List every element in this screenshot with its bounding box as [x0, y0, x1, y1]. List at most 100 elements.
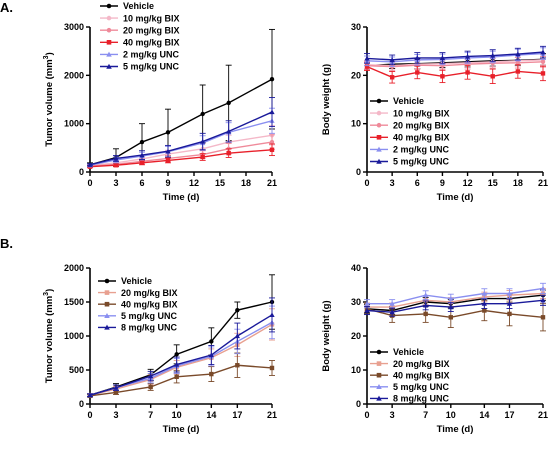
data-point [209, 371, 214, 377]
series-line [89, 314, 273, 396]
data-point [439, 55, 446, 61]
y-tick-label: 30 [351, 22, 361, 32]
y-tick-label: 10 [351, 365, 361, 375]
data-point [200, 138, 206, 144]
legend-marker [376, 349, 382, 355]
legend-marker [376, 135, 382, 140]
data-point [235, 307, 240, 313]
legend-marker [376, 122, 382, 128]
data-point [139, 152, 145, 158]
data-point [364, 307, 370, 313]
series-4 [364, 282, 546, 309]
legend-label: 8 mg/kg UNC [121, 323, 178, 333]
series-3 [87, 352, 275, 399]
y-tick-label: 2000 [64, 70, 84, 80]
y-tick-label: 1000 [64, 119, 84, 129]
data-point [165, 158, 171, 163]
data-point [113, 385, 119, 390]
data-point [389, 57, 395, 62]
x-tick-label: 14 [206, 410, 216, 420]
legend-marker [376, 372, 382, 378]
x-tick-label: 10 [172, 410, 182, 420]
data-point [113, 390, 119, 395]
legend-label: 5 mg/kg UNC [393, 157, 450, 167]
legend-label: 5 mg/kg UNC [393, 382, 450, 392]
data-point [269, 365, 275, 371]
data-point [269, 77, 275, 82]
legend-marker [106, 15, 112, 21]
data-point [174, 352, 179, 357]
legend-label: 10 mg/kg BIX [393, 108, 450, 118]
data-point [515, 51, 521, 57]
x-tick-label: 17 [232, 410, 242, 420]
data-point [269, 109, 275, 115]
x-tick-label: 15 [215, 178, 225, 188]
data-point [148, 384, 153, 390]
series-line [366, 52, 544, 63]
legend-marker [104, 324, 110, 330]
y-axis-label: Tumor volume (mm3) [43, 52, 55, 147]
y-axis-label: Body weight (g) [321, 64, 332, 135]
legend-label: 10 mg/kg BIX [123, 13, 180, 23]
legend-marker [376, 384, 382, 390]
data-point [87, 162, 93, 167]
x-tick-label: 21 [538, 410, 548, 420]
x-tick-label: 12 [189, 178, 199, 188]
data-point [200, 154, 205, 160]
data-point [113, 163, 119, 168]
x-tick-label: 9 [440, 178, 445, 188]
data-point [481, 290, 487, 296]
data-point [540, 59, 546, 64]
x-tick-label: 12 [463, 178, 473, 188]
data-point [506, 301, 513, 306]
panel-label-b: B. [0, 236, 13, 251]
y-tick-label: 10 [351, 119, 361, 129]
x-tick-label: 6 [415, 178, 420, 188]
data-point [448, 304, 454, 310]
x-axis-label: Time (d) [163, 192, 200, 203]
chart-3: 0 500 1000 1500 2000 0 3 7 10 14 17 21 Time (d) Tumor… [43, 263, 277, 435]
y-tick-label: 20 [351, 331, 361, 341]
data-point [234, 333, 240, 339]
legend-marker [106, 51, 112, 57]
data-point [540, 71, 546, 76]
chart-2: 0 10 20 30 0 3 6 9 12 15 18 21 Time (d) Body weight (… [321, 22, 548, 203]
x-tick-label: 9 [165, 178, 170, 188]
legend-label: 40 mg/kg BIX [123, 38, 180, 48]
legend-marker [104, 313, 110, 319]
legend-marker [106, 40, 112, 45]
data-point [540, 297, 546, 303]
data-point [113, 155, 119, 161]
legend-label: 5 mg/kg UNC [123, 62, 180, 72]
x-tick-label: 3 [113, 410, 118, 420]
data-point [465, 70, 470, 75]
x-tick-label: 18 [513, 178, 523, 188]
x-tick-label: 17 [504, 410, 514, 420]
data-point [87, 392, 93, 398]
data-point [540, 315, 546, 320]
legend-label: 5 mg/kg UNC [121, 311, 178, 321]
y-axis-label: Tumor volume (mm3) [43, 289, 55, 384]
data-point [269, 147, 275, 152]
data-point [165, 130, 171, 135]
series-line [366, 59, 544, 67]
legend-label: Vehicle [393, 347, 424, 357]
x-tick-label: 14 [479, 410, 489, 420]
legend-marker [106, 63, 112, 69]
x-tick-label: 6 [139, 178, 144, 188]
series-line [89, 301, 273, 396]
series-line [89, 321, 273, 396]
x-tick-label: 3 [390, 178, 395, 188]
data-point [269, 312, 275, 318]
legend-label: 40 mg/kg BIX [121, 299, 178, 309]
data-point [414, 55, 420, 61]
x-tick-label: 0 [364, 178, 369, 188]
data-point [515, 69, 521, 74]
data-point [415, 70, 420, 75]
legend-marker [376, 146, 382, 152]
legend-marker [376, 361, 382, 366]
series-4 [364, 62, 546, 85]
x-tick-label: 21 [267, 410, 277, 420]
legend-marker [376, 395, 382, 401]
